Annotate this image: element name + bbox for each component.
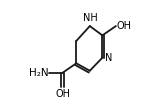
Text: NH: NH — [83, 13, 98, 23]
Text: N: N — [105, 53, 112, 63]
Text: H₂N: H₂N — [29, 68, 49, 78]
Text: OH: OH — [116, 21, 131, 31]
Text: OH: OH — [55, 89, 70, 99]
